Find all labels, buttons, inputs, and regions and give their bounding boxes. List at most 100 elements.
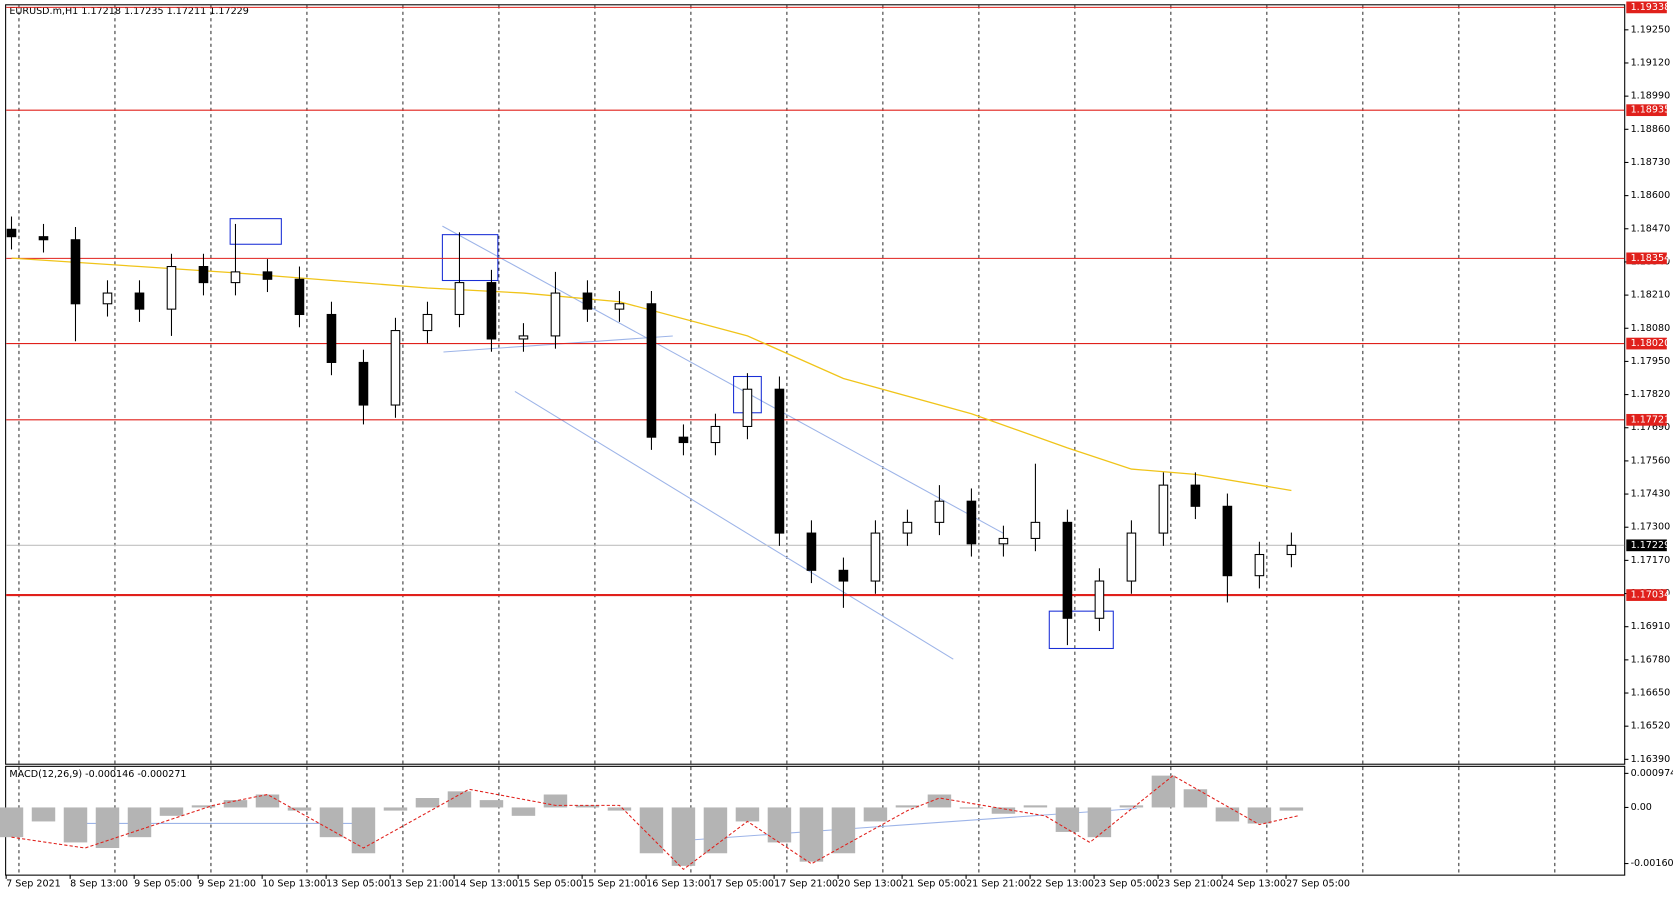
x-tick-label: 24 Sep 13:00 (1222, 879, 1286, 890)
candle-body (1062, 521, 1073, 619)
x-tick-label: 14 Sep 13:00 (454, 879, 518, 890)
macd-bar (767, 807, 792, 843)
macd-bar (639, 807, 664, 854)
y-tick-label: 1.18600 (1631, 190, 1671, 201)
macd-bar (575, 805, 600, 808)
y-tick-label: 1.16650 (1631, 688, 1671, 699)
macd-bar (0, 807, 24, 838)
candle-body (230, 271, 241, 284)
y-tick-label: 1.17300 (1631, 522, 1671, 533)
candle-body (134, 292, 145, 310)
x-tick-label: 20 Sep 13:00 (838, 879, 902, 890)
y-tick-label: 1.19250 (1631, 24, 1671, 35)
trendline (442, 225, 1004, 534)
x-tick-label: 13 Sep 21:00 (390, 879, 454, 890)
highlight-box (1048, 610, 1114, 650)
y-tick-label: 1.17170 (1631, 555, 1671, 566)
macd-bar (1215, 807, 1240, 822)
highlight-boxes (229, 218, 1114, 650)
current-price-box (1626, 539, 1667, 552)
macd-bar (703, 807, 728, 854)
candle-body (1126, 532, 1137, 582)
y-tick-label: 1.18730 (1631, 157, 1671, 168)
y-tick-label: 1.18080 (1631, 323, 1671, 334)
macd-bar (959, 807, 984, 809)
macd-header: MACD(12,26,9) -0.000146 -0.000271 (9, 769, 186, 780)
candle-body (582, 292, 593, 310)
candle-body (646, 303, 657, 438)
y-tick-label: 1.16780 (1631, 654, 1671, 665)
x-tick-label: 17 Sep 21:00 (774, 879, 838, 890)
macd-bar (1183, 789, 1208, 808)
x-tick-label: 23 Sep 05:00 (1094, 879, 1158, 890)
candle-body (518, 335, 529, 340)
candle-body (742, 388, 753, 427)
macd-bar (1119, 805, 1144, 808)
candle-body (422, 313, 433, 332)
level-label-box (1626, 252, 1667, 265)
level-label: 1.17034 (1631, 590, 1671, 601)
y-tick-label: 1.16910 (1631, 621, 1671, 632)
candle-body (998, 537, 1009, 545)
x-tick-label: 9 Sep 05:00 (134, 879, 192, 890)
candle-body (966, 500, 977, 545)
y-tick-label: 1.17950 (1631, 356, 1671, 367)
candle-body (1286, 544, 1297, 556)
macd-bar (319, 807, 344, 838)
candle-body (294, 278, 305, 316)
y-tick-label: 0.000974 (1631, 768, 1673, 779)
candle-body (902, 521, 913, 534)
candle-body (486, 282, 497, 340)
level-label-box (1626, 104, 1667, 117)
candle-body (454, 282, 465, 316)
macd-bar (447, 791, 472, 808)
y-tick-label: 1.18210 (1631, 290, 1671, 301)
macd-bar (63, 807, 88, 843)
y-tick-label: 1.17430 (1631, 489, 1671, 500)
trendline (514, 390, 954, 660)
level-label: 1.18354 (1631, 253, 1671, 264)
macd-bar (95, 807, 120, 849)
macd-bar (799, 807, 824, 862)
x-tick-label: 21 Sep 05:00 (902, 879, 966, 890)
candle-body (390, 330, 401, 406)
candle-body (774, 388, 785, 534)
macd-bar (383, 807, 408, 811)
candle-body (6, 228, 17, 238)
candle-body (678, 436, 689, 444)
candle-body (198, 265, 209, 284)
candle-body (870, 532, 881, 582)
candle-body (1222, 505, 1233, 577)
level-label: 1.17721 (1631, 414, 1671, 425)
level-label-box (1626, 413, 1667, 426)
macd-bar (863, 807, 888, 822)
y-tick-label: 1.17560 (1631, 455, 1671, 466)
macd-bar (511, 807, 536, 816)
candle-body (38, 236, 49, 241)
macd-bar (831, 807, 856, 854)
x-tick-label: 22 Sep 13:00 (1030, 879, 1094, 890)
macd-bar (127, 807, 152, 838)
macd-bar (223, 800, 248, 808)
macd-bar (351, 807, 376, 854)
x-tick-label: 9 Sep 21:00 (198, 879, 256, 890)
x-tick-label: 10 Sep 13:00 (262, 879, 326, 890)
x-tick-label: 7 Sep 2021 (6, 879, 61, 890)
macd-bar (607, 807, 632, 811)
x-tick-label: 8 Sep 13:00 (70, 879, 128, 890)
y-tick-label: 1.18860 (1631, 124, 1671, 135)
candle-body (550, 292, 561, 337)
x-tick-label: 15 Sep 21:00 (582, 879, 646, 890)
y-tick-label: 0.00 (1631, 802, 1652, 813)
candle-body (1190, 484, 1201, 507)
level-label: 1.19338 (1631, 2, 1671, 13)
candle-body (70, 239, 81, 305)
candle-body (102, 292, 113, 305)
candle-body (262, 271, 273, 280)
level-label: 1.18020 (1631, 338, 1671, 349)
macd-bar (287, 807, 312, 811)
y-tick-label: 1.16390 (1631, 754, 1671, 765)
price-pane (5, 4, 1626, 765)
candle-body (358, 361, 369, 406)
